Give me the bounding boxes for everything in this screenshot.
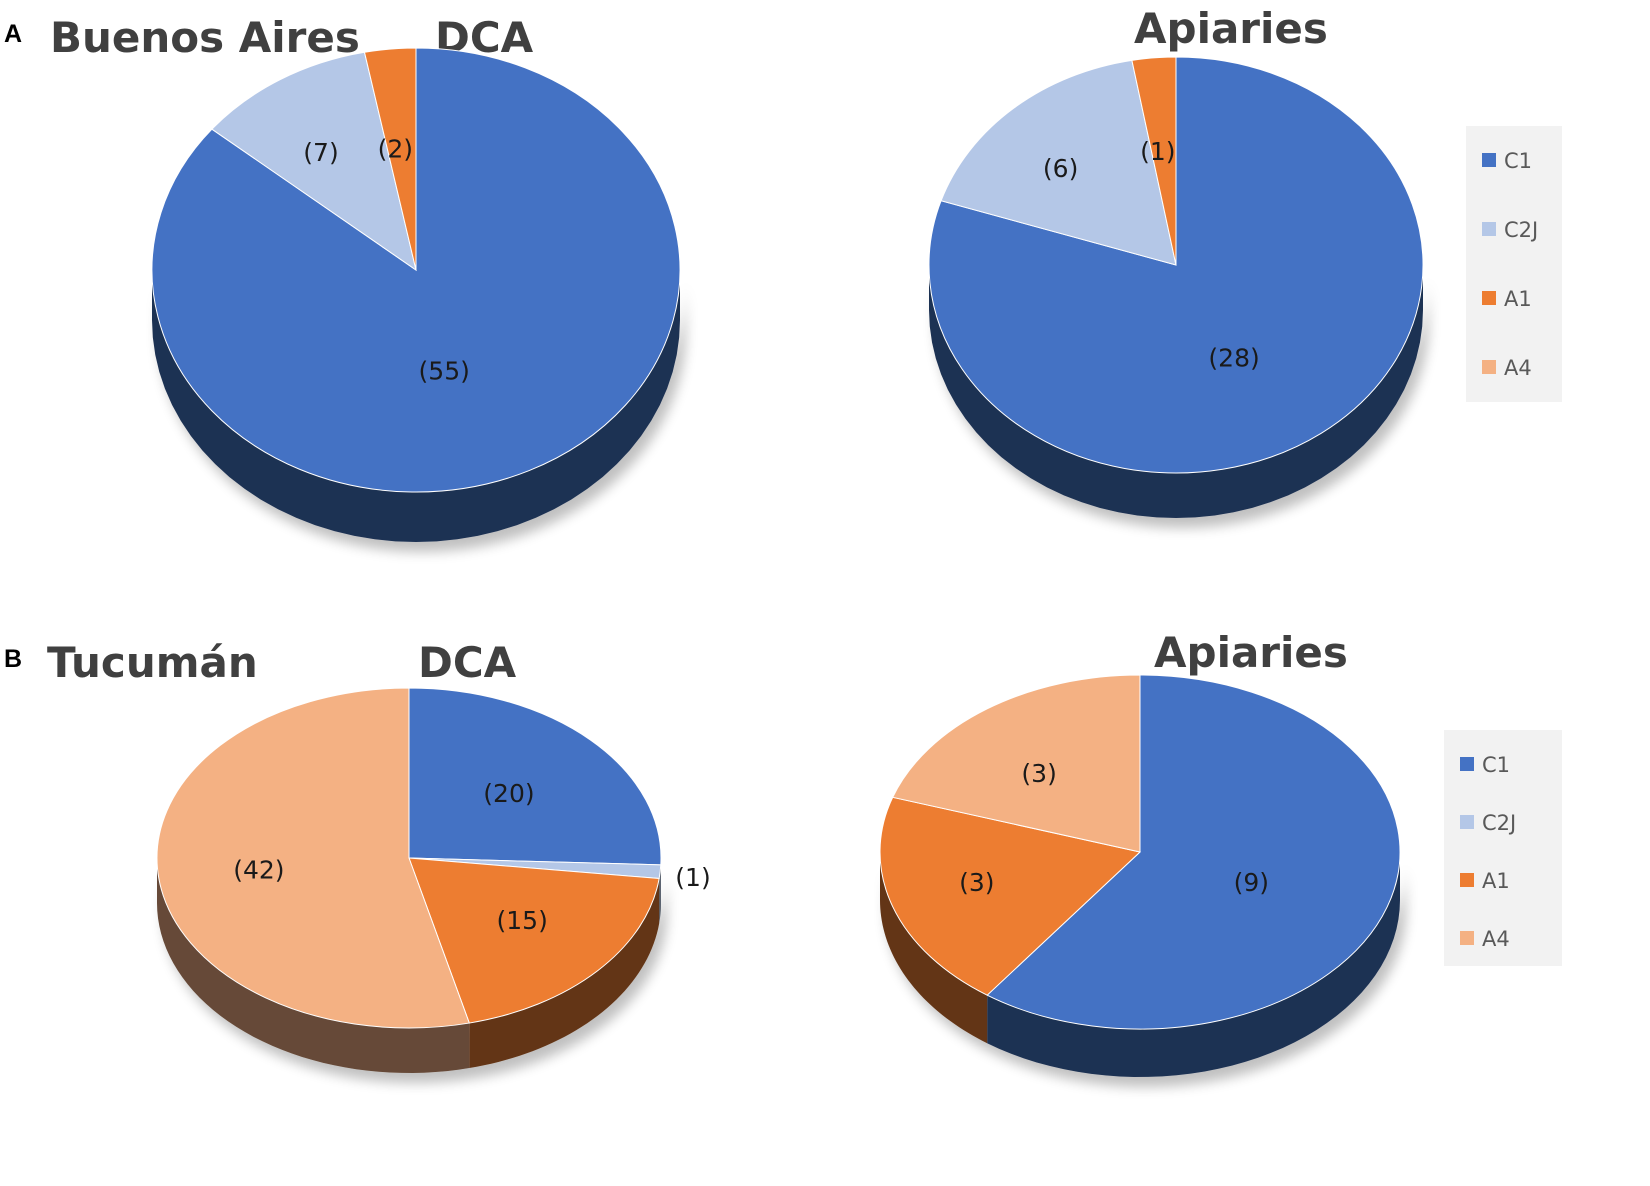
legend-label-c2j: C2J	[1504, 218, 1538, 242]
slice-c2j	[940, 59, 1177, 266]
slice-a4	[892, 674, 1141, 853]
legend-label-c2j: C2J	[1482, 811, 1516, 835]
pie-top	[879, 674, 1401, 1030]
legend-swatch-a1	[1482, 291, 1496, 305]
slice-a1	[408, 857, 660, 1024]
data-label-c2j: (7)	[303, 138, 338, 167]
data-label-a1: (3)	[959, 868, 994, 897]
pie-top	[151, 47, 681, 493]
data-label-c1: (9)	[1234, 868, 1269, 897]
legend-label-c1: C1	[1504, 149, 1532, 173]
slice-side-c1	[987, 852, 1400, 1077]
chart-a-apiaries-title: Apiaries	[1134, 4, 1328, 53]
data-label-c2j: (6)	[1043, 154, 1078, 183]
legend-label-a1: A1	[1504, 287, 1532, 311]
legend-panel-a: C1 C2J A1 A4	[1466, 126, 1562, 402]
legend-swatch-c1	[1482, 153, 1496, 167]
data-label-c1: (20)	[483, 779, 534, 808]
legend-swatch-a4	[1482, 360, 1496, 374]
pie-top	[156, 687, 662, 1029]
legend-label-c1: C1	[1482, 753, 1510, 777]
pie-chart-tucuman-apiaries: (9) (3) (3)	[879, 674, 1401, 1077]
legend-swatch-c1	[1460, 757, 1474, 771]
panel-a-letter: A	[4, 20, 22, 48]
data-label-c2j: (1)	[675, 863, 710, 892]
data-label-a1: (1)	[1140, 137, 1175, 166]
data-label-c1: (28)	[1208, 344, 1259, 373]
slice-side-c1	[152, 270, 680, 542]
slice-side-a1	[880, 852, 988, 1044]
legend-label-a4: A4	[1504, 356, 1532, 380]
slice-a1	[879, 796, 1142, 996]
chart-b-dca-title: DCA	[418, 638, 517, 687]
chart-b-apiaries-title: Apiaries	[1154, 628, 1348, 677]
panel-b-region-title: Tucumán	[47, 638, 258, 687]
legend-panel-b: C1 C2J A1 A4	[1444, 730, 1562, 966]
slice-side-c2j	[659, 864, 661, 924]
pie-depth	[157, 858, 661, 1073]
legend-swatch-c2j	[1482, 222, 1496, 236]
legend-box	[1466, 126, 1562, 402]
pie-depth	[880, 852, 1400, 1077]
slice-side-c1	[929, 265, 1423, 518]
slice-a4	[156, 687, 470, 1029]
slice-a1	[363, 47, 417, 271]
slice-a1	[1131, 56, 1177, 266]
slice-c1	[986, 674, 1401, 1030]
legend-label-a1: A1	[1482, 869, 1510, 893]
data-label-a1: (2)	[378, 134, 413, 163]
pie-depth	[152, 270, 680, 542]
slice-c1	[928, 56, 1424, 474]
data-label-a4: (3)	[1021, 759, 1056, 788]
data-label-a4: (42)	[233, 855, 284, 884]
panel-b-letter: B	[4, 645, 22, 673]
slice-c2j	[211, 51, 417, 272]
pie-chart-tucuman-dca: (20) (1) (15) (42)	[156, 687, 711, 1073]
data-label-a1: (15)	[497, 906, 548, 935]
panel-a-region-title: Buenos Aires	[50, 13, 360, 62]
pie-chart-buenos-aires-apiaries: (28) (6) (1)	[928, 56, 1424, 518]
pie-top	[928, 56, 1424, 474]
legend-label-a4: A4	[1482, 927, 1510, 951]
legend-swatch-c2j	[1460, 815, 1474, 829]
slice-side-a1	[469, 878, 660, 1069]
pie-depth	[929, 265, 1423, 518]
slice-side-a4	[157, 858, 470, 1073]
pie-chart-buenos-aires-dca: (55) (7) (2)	[151, 47, 681, 542]
legend-swatch-a4	[1460, 931, 1474, 945]
legend-swatch-a1	[1460, 873, 1474, 887]
slice-c1	[408, 687, 662, 866]
data-label-c1: (55)	[419, 356, 470, 385]
